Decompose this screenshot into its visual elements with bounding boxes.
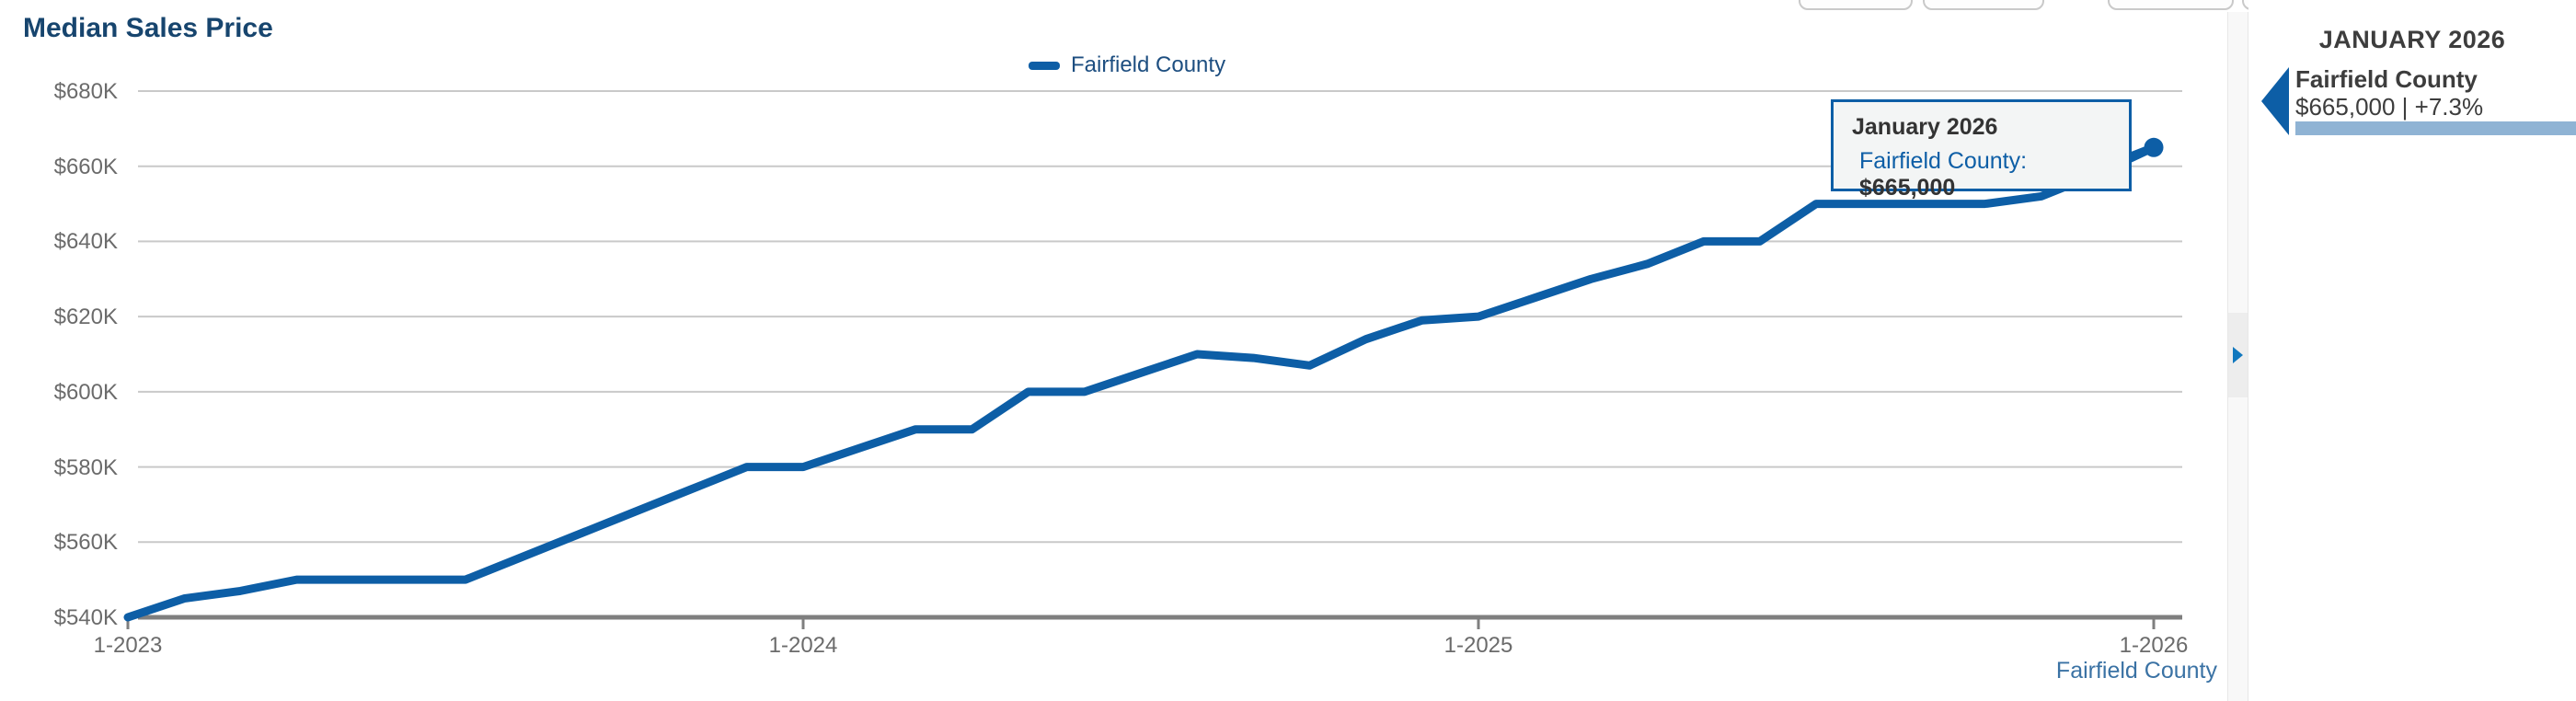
summary-series-value: $665,000 | +7.3% [2295,93,2484,121]
legend-label: Fairfield County [1071,52,1226,77]
tooltip-value: $665,000 [1859,175,1956,201]
arrow-left-icon [2261,67,2289,135]
side-panel-toggle-strip [2227,12,2248,701]
y-axis-tick-label: $540K [53,605,118,630]
y-axis-tick-label: $640K [53,229,118,255]
y-axis-tick-label: $620K [53,305,118,330]
summary-series-bar [2295,121,2576,135]
summary-month-header: JANUARY 2026 [2318,26,2506,53]
y-axis-tick-label: $660K [53,154,118,179]
y-axis-tick-label: $600K [53,379,118,405]
tooltip-value-line: Fairfield County: $665,000 [1859,148,2129,201]
chevron-right-icon [2233,347,2243,363]
line-chart-plot-area [123,90,2182,629]
highlighted-data-point[interactable] [2144,137,2164,157]
x-axis-tick-label: 1-2026 [2119,633,2189,658]
summary-side-panel: JANUARY 2026 Fairfield County $665,000 |… [2248,0,2576,701]
summary-series-name: Fairfield County [2295,65,2478,93]
x-axis-tick-label: 1-2024 [768,633,838,658]
footer-series-label[interactable]: Fairfield County [2055,658,2217,684]
x-axis-tick-label: 1-2023 [93,633,163,658]
side-panel-toggle[interactable] [2228,313,2248,397]
y-axis-tick-label: $580K [53,454,118,480]
series-line-fairfield-county [123,143,2158,622]
y-axis-tick-label: $680K [53,79,118,104]
legend-line-swatch-icon [1029,61,1060,70]
tooltip-date: January 2026 [1852,114,1998,140]
y-axis-tick-label: $560K [53,530,118,556]
chart-tooltip: January 2026 Fairfield County: $665,000 [1831,99,2132,201]
legend-item-fairfield-county[interactable]: Fairfield County [1029,52,1225,78]
x-axis-tick-label: 1-2025 [1443,633,1513,658]
tooltip-series-label: Fairfield County: [1859,148,2028,174]
page-title: Median Sales Price [23,13,273,43]
